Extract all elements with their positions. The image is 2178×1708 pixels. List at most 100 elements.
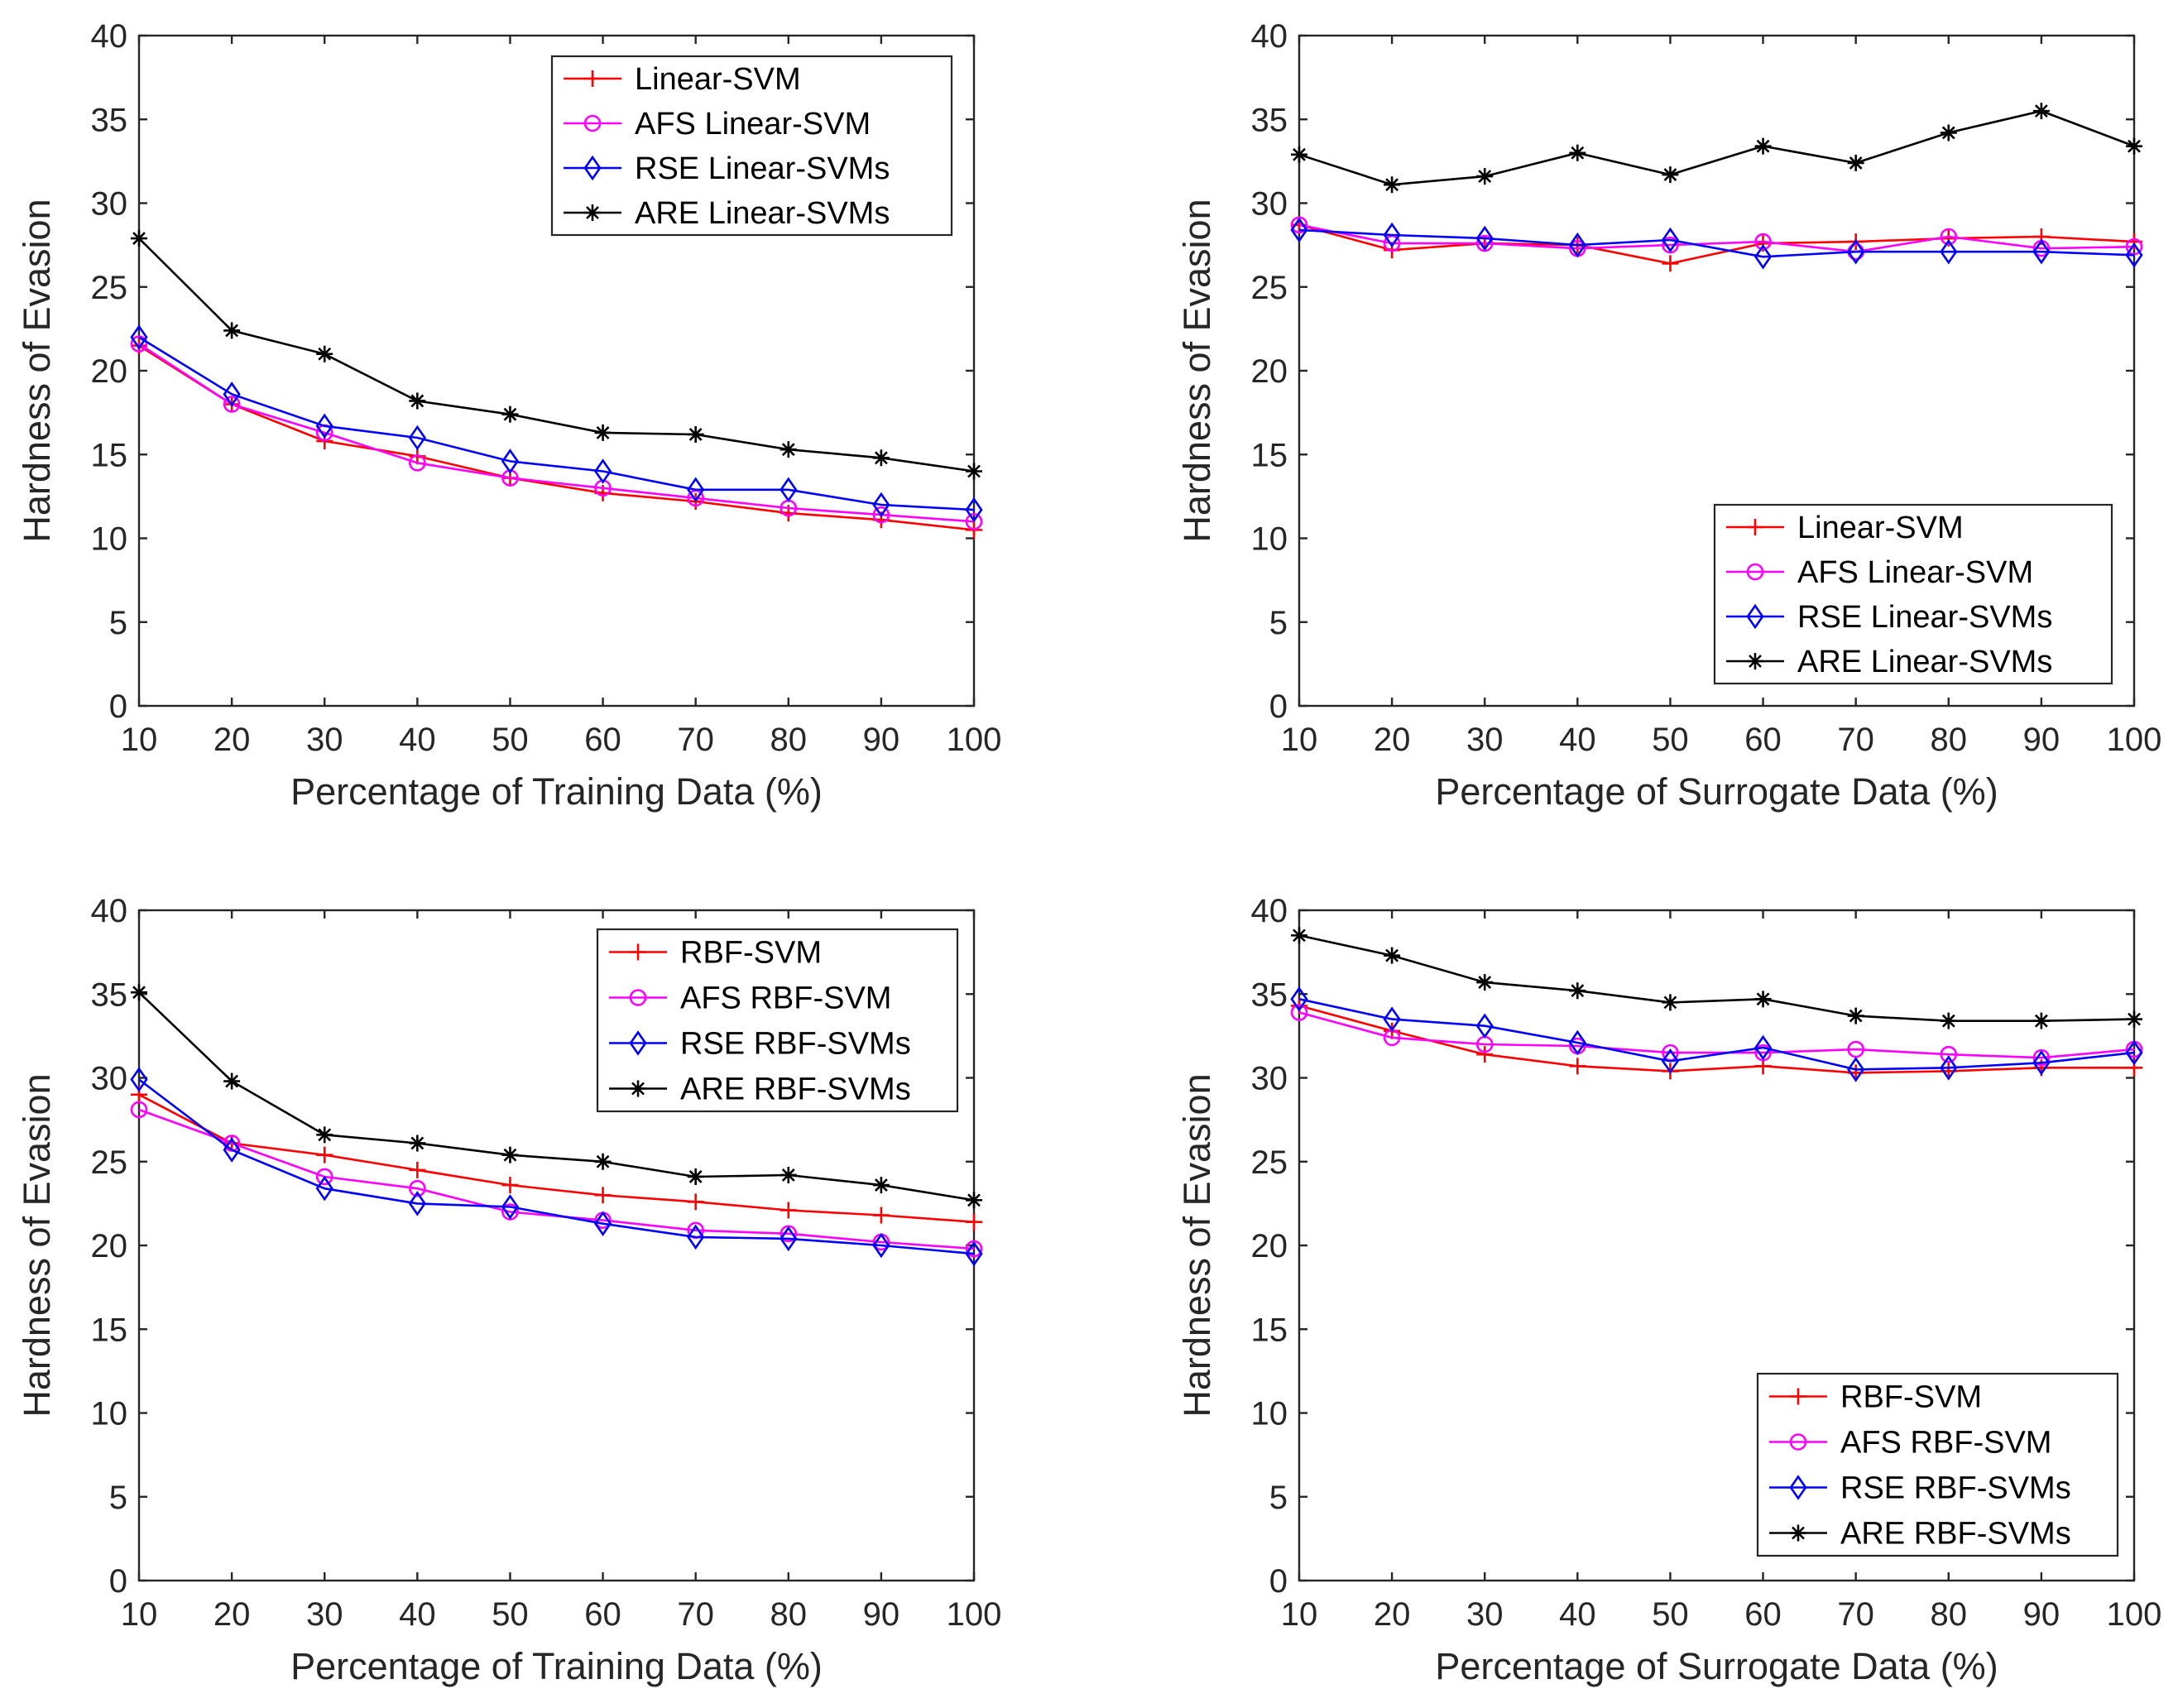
series-are-rbf-svms — [1291, 927, 2142, 1029]
data-point — [501, 1194, 520, 1220]
x-tick-label: 10 — [1281, 722, 1318, 758]
chart-panel-3: 0 5 10 15 20 25 30 35 40 10 20 30 40 50 60 70 80 90 100 Per… — [16, 893, 1001, 1687]
data-point — [315, 1175, 333, 1202]
data-point — [131, 230, 147, 247]
data-point — [593, 458, 612, 484]
series-afs-rbf-svm — [1290, 1004, 2143, 1067]
y-tick-label: 35 — [1251, 102, 1288, 138]
data-point — [1940, 124, 1957, 142]
series-line — [1298, 934, 2135, 1022]
y-tick-label: 25 — [1251, 270, 1288, 306]
x-tick-label: 90 — [863, 722, 900, 758]
data-point — [594, 424, 612, 441]
legend-entry: RSE RBF-SVMs — [680, 1027, 911, 1062]
data-point — [1753, 244, 1773, 270]
x-tick-label: 70 — [1837, 722, 1874, 758]
series-afs-linear-svm — [130, 335, 983, 530]
legend-marker — [629, 989, 647, 1006]
data-point — [501, 405, 519, 423]
series-line — [1298, 223, 2135, 253]
x-tick-label: 70 — [677, 1596, 714, 1633]
data-point — [130, 1067, 148, 1092]
data-point — [965, 497, 983, 523]
x-tick-label: 50 — [492, 1596, 529, 1633]
y-tick-label: 10 — [1251, 1396, 1288, 1432]
y-tick-label: 30 — [91, 186, 128, 223]
data-point — [316, 345, 333, 362]
data-point — [594, 1153, 612, 1170]
data-point — [409, 392, 426, 410]
y-tick-label: 10 — [91, 521, 128, 558]
x-tick-label: 70 — [1837, 1596, 1874, 1633]
series-rse-rbf-svms — [1290, 986, 2143, 1082]
legend-entry: ARE RBF-SVMs — [680, 1072, 911, 1107]
data-point — [872, 492, 890, 518]
data-point — [872, 449, 890, 467]
legend-marker — [1746, 563, 1764, 581]
x-tick-label: 30 — [306, 722, 343, 758]
legend-entry: RSE Linear-SVMs — [635, 151, 890, 186]
series-are-linear-svms — [131, 230, 982, 480]
series-rbf-svm — [131, 1086, 982, 1231]
data-point — [872, 1232, 890, 1259]
y-tick-label: 35 — [91, 976, 128, 1013]
y-tick-label: 30 — [91, 1061, 128, 1097]
data-point — [131, 984, 147, 1001]
legend-marker — [629, 1030, 647, 1056]
data-point — [1384, 176, 1401, 194]
data-point — [1754, 233, 1772, 251]
data-point — [130, 1101, 148, 1119]
legend-marker — [1790, 1388, 1806, 1405]
data-point — [1940, 228, 1958, 246]
data-point — [687, 425, 704, 443]
x-tick-label: 80 — [770, 722, 808, 758]
y-tick-label: 0 — [109, 1563, 127, 1600]
x-tick-label: 100 — [2107, 1596, 2162, 1633]
legend-entry: AFS RBF-SVM — [680, 981, 891, 1016]
data-point — [1569, 144, 1586, 161]
legend-box — [550, 55, 953, 237]
y-tick-label: 5 — [1269, 605, 1288, 641]
x-tick-label: 40 — [399, 722, 436, 758]
y-tick-label: 5 — [1269, 1480, 1288, 1516]
y-tick-label: 25 — [91, 270, 128, 306]
chart-panel-1: 0 5 10 15 20 25 30 35 40 10 20 30 40 50 60 70 80 90 100 Per… — [16, 18, 1001, 813]
data-point — [1754, 137, 1772, 155]
y-axis-label: Hardness of Evasion — [16, 199, 58, 542]
data-point — [1476, 1046, 1494, 1063]
legend-entry: RSE Linear-SVMs — [1797, 600, 2052, 635]
x-tick-label: 10 — [121, 722, 158, 758]
series-line — [138, 1093, 975, 1223]
x-tick-label: 30 — [1466, 1596, 1504, 1633]
y-tick-label: 15 — [91, 1312, 128, 1348]
series-line — [138, 344, 975, 531]
x-tick-label: 60 — [1744, 1596, 1782, 1633]
data-point — [2032, 1049, 2051, 1076]
x-tick-label: 10 — [121, 1596, 158, 1633]
data-point — [1847, 154, 1864, 171]
x-tick-label: 90 — [2023, 722, 2060, 758]
y-tick-label: 35 — [91, 102, 128, 138]
x-axis-label: Percentage of Surrogate Data (%) — [1435, 1645, 1998, 1687]
x-tick-label: 60 — [584, 722, 621, 758]
data-point — [1383, 1006, 1401, 1032]
y-tick-label: 0 — [1269, 1563, 1288, 1600]
x-axis-label: Percentage of Training Data (%) — [290, 1645, 823, 1687]
legend-entry: RSE RBF-SVMs — [1840, 1471, 2071, 1506]
data-point — [409, 1135, 426, 1152]
data-point — [130, 324, 148, 350]
data-point — [1568, 1029, 1586, 1056]
data-point — [1940, 1045, 1958, 1063]
data-point — [315, 413, 333, 439]
data-point — [965, 512, 983, 530]
series-rse-linear-svms — [1290, 217, 2143, 270]
series-line — [138, 237, 975, 473]
data-point — [1291, 146, 1307, 163]
data-point — [872, 1207, 890, 1224]
series-rse-rbf-svms — [130, 1067, 983, 1267]
legend-box — [1756, 1372, 2119, 1557]
y-axis-label: Hardness of Evasion — [1176, 199, 1218, 542]
chart-panel-4: 0 5 10 15 20 25 30 35 40 10 20 30 40 50 60 70 80 90 100 Per… — [1176, 893, 2161, 1687]
series-line — [138, 1078, 975, 1255]
